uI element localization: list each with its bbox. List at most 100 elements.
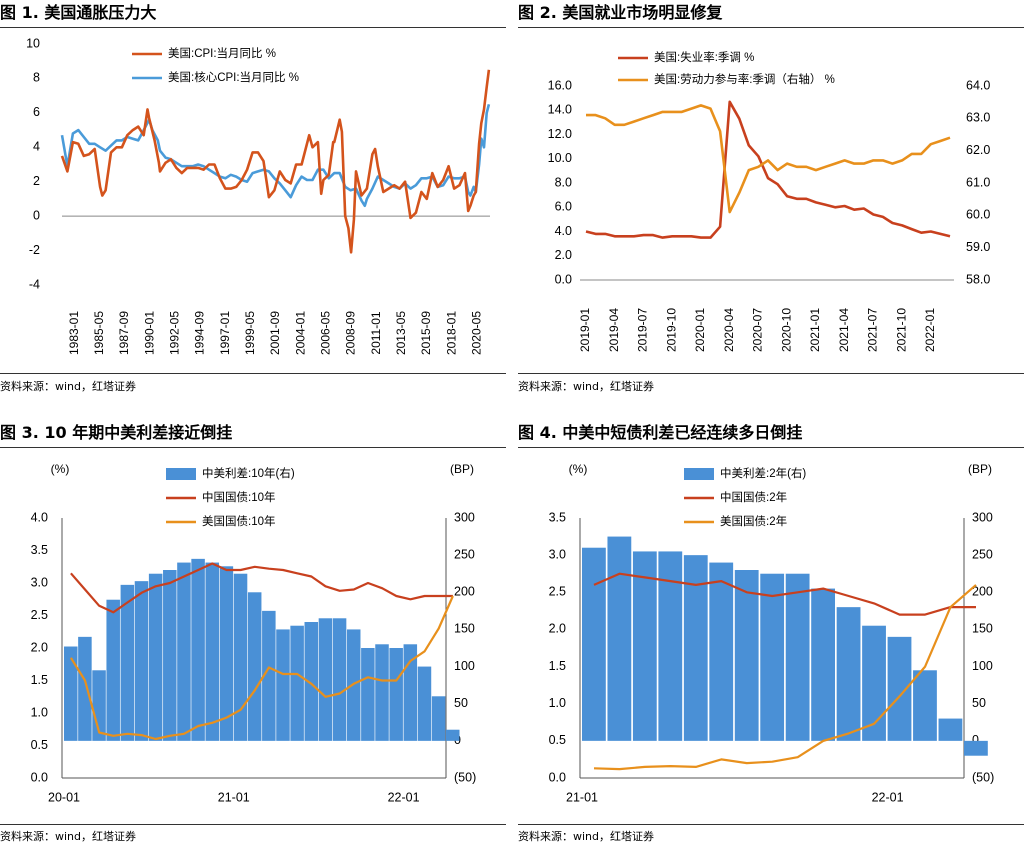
y-right-tick-label: 150 [454,622,475,636]
spread-bar [304,622,319,741]
y-tick-label: 0.0 [31,770,48,784]
y-tick-label: 6.0 [555,200,572,214]
x-tick-label: 2019-01 [578,308,592,352]
x-tick-label: 1994-09 [193,311,207,355]
chart-panel-2: 图 2. 美国就业市场明显修复 16.0 14.0 12.0 10.0 8.0 6.0 4.… [518,0,1024,400]
source-rule-4 [518,824,1024,825]
y-tick-label: 4.0 [31,510,48,524]
y-right-tick-label: 59.0 [966,240,990,254]
x-tick-label: 2015-09 [419,311,433,355]
x-tick-label: 2011-01 [369,311,383,354]
spread-bar [375,644,389,741]
y-right-tick-label: (50) [972,770,994,784]
source-rule-3 [0,824,506,825]
x-tick-label: 2019-10 [664,308,678,352]
legend-item-1-label: 美国:失业率:季调 % [654,50,754,64]
spread-bar [887,636,912,741]
spread-bar [836,607,861,741]
spread-bar [811,588,835,741]
spread-bar [403,644,418,741]
x-tick-label: 22-01 [872,790,904,804]
chart-panel-1: 图 1. 美国通胀压力大 10 8 6 4 2 0 -2 -4 1983-01 1985-05 19… [0,0,506,400]
chart-title-1: 图 1. 美国通胀压力大 [0,3,157,22]
series-line-3 [69,595,454,741]
spread-bar [262,610,276,741]
y-tick-label: 2.0 [549,622,566,636]
spread-bar [913,670,937,741]
x-tick-label: 1999-05 [243,311,257,355]
y-right-tick-label: 300 [454,510,475,524]
y-right-tick-label: 50 [972,696,986,710]
y-tick-label: 1.0 [31,705,48,719]
x-tick-label: 2008-09 [344,311,358,355]
title-rule-2 [518,27,1024,28]
spread-bar [148,573,163,741]
title-rule-3 [0,447,506,448]
x-tick-label: 2020-10 [779,308,793,352]
source-rule-1 [0,373,506,374]
chart-panel-4: 图 4. 中美中短债利差已经连续多日倒挂 (%) (BP) 3.5 3.0 2.5 2.0… [518,420,1024,856]
legend-item-2-label: 中国国债:10年 [202,490,276,504]
y-right-tick-label: 300 [972,510,993,524]
y-tick-label: 2.0 [555,248,572,262]
y-right-tick-label: 61.0 [966,175,990,189]
spread-bar [247,592,262,741]
y-tick-label: 6 [33,105,40,119]
title-rule-1 [0,27,506,28]
series-line-1 [585,100,951,239]
y-tick-label: 0.5 [549,733,566,747]
spread-bar [417,666,432,741]
source-note-2: 资料来源：wind，红塔证券 [518,380,655,393]
left-unit-label: (%) [51,462,70,476]
chart-plot-3: (%) (BP) 4.0 3.5 3.0 2.5 2.0 1.5 1.0 0.5 0.0 300 250… [31,462,477,804]
y-tick-label: 2.0 [31,640,48,654]
y-right-tick-label: 200 [454,585,475,599]
y-tick-label: 10 [26,36,40,50]
x-tick-label: 2021-07 [866,308,880,352]
series-line-2 [586,104,951,214]
x-tick-label: 1987-09 [117,311,131,355]
spread-bar [219,566,234,741]
legend-item-1-label: 中美利差:10年(右) [202,466,295,480]
x-tick-label: 21-01 [566,790,598,804]
spread-bar [964,740,988,756]
legend-item-1-label: 中美利差:2年(右) [720,466,806,480]
y-right-tick-label: 250 [454,547,475,561]
legend-item-3-label: 美国国债:10年 [202,514,276,528]
chart-plot-2: 16.0 14.0 12.0 10.0 8.0 6.0 4.0 2.0 0.0 64.0 63.0 6… [548,50,991,352]
y-tick-label: 4.0 [555,224,572,238]
x-tick-label: 2020-07 [751,308,765,352]
legend-item-1-swatch [684,468,714,480]
source-note-3: 资料来源：wind，红塔证券 [0,830,137,843]
y-tick-label: 2.5 [31,608,48,622]
x-tick-label: 2001-09 [268,311,282,355]
y-right-tick-label: 100 [454,659,475,673]
x-tick-label: 1983-01 [67,311,81,355]
spread-bar [177,562,191,741]
x-tick-label: 2020-01 [693,308,707,352]
y-tick-label: 1.5 [31,673,48,687]
y-tick-label: 4 [33,140,40,154]
x-tick-label: 2004-01 [293,311,307,355]
spread-bar [582,547,606,741]
y-right-tick-label: 200 [972,585,993,599]
spread-bar [120,584,135,741]
chart-panel-3: 图 3. 10 年期中美利差接近倒挂 (%) (BP) 4.0 3.5 3.0 2.5 2.… [0,420,506,856]
y-right-tick-label: 250 [972,547,993,561]
spread-bar [318,618,333,741]
y-tick-label: 14.0 [548,103,572,117]
y-right-tick-label: 63.0 [966,111,990,125]
spread-bar [332,618,347,741]
spread-bar [389,648,403,741]
y-tick-label: 10.0 [548,151,572,165]
x-tick-label: 2020-04 [722,308,736,352]
x-tick-label: 1985-05 [92,311,106,355]
series-line-2 [60,69,491,254]
spread-bar [431,696,446,741]
spread-bar [734,570,759,741]
x-tick-label: 2020-05 [470,311,484,355]
chart-title-4: 图 4. 中美中短债利差已经连续多日倒挂 [518,423,803,442]
spread-bar [64,646,78,741]
chart-plot-1: 10 8 6 4 2 0 -2 -4 1983-01 1985-05 1987-09 1990-01 1… [26,36,491,355]
title-rule-4 [518,447,1024,448]
